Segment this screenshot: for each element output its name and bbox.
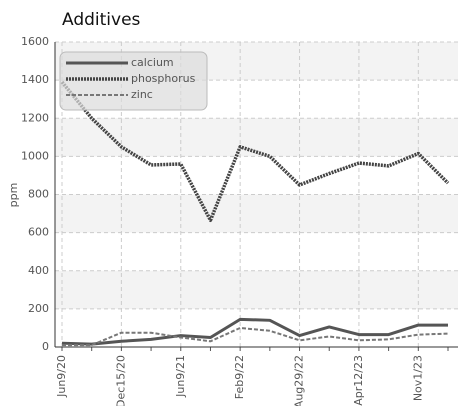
y-tick-label: 400: [28, 264, 49, 277]
series-line: [60, 80, 450, 222]
y-tick-label: 200: [28, 302, 49, 315]
x-tick-label: Aug29/22: [293, 355, 306, 406]
y-axis-label: ppm: [7, 183, 20, 208]
grid-band: [55, 118, 458, 157]
x-tick-label: Jun9/21: [174, 355, 187, 398]
y-tick-label: 1000: [21, 149, 49, 162]
grid-band: [55, 270, 458, 309]
x-tick-label: Feb9/22: [233, 355, 246, 399]
series-line: [61, 317, 448, 346]
legend-label: phosphorus: [131, 72, 196, 85]
legend-label: zinc: [131, 88, 153, 101]
series-line: [62, 326, 449, 347]
x-tick-label: Apr12/23: [352, 355, 365, 406]
legend-label: calcium: [131, 56, 174, 69]
chart-title: Additives: [62, 10, 141, 30]
y-tick-label: 800: [28, 188, 49, 201]
grid-band: [55, 194, 458, 233]
x-tick-label: Dec15/20: [114, 355, 127, 406]
y-tick-label: 0: [42, 340, 49, 353]
x-tick-label: Jun9/20: [55, 355, 68, 398]
y-tick-label: 1600: [21, 35, 49, 48]
y-tick-label: 1400: [21, 73, 49, 86]
x-tick-label: Nov1/23: [411, 355, 424, 401]
y-tick-label: 1200: [21, 111, 49, 124]
y-tick-label: 600: [28, 226, 49, 239]
